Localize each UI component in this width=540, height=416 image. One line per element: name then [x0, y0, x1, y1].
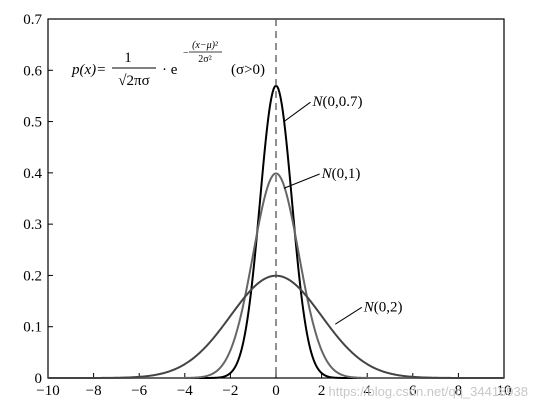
curve-label-leader: [283, 173, 320, 189]
y-tick-label: 0.7: [23, 12, 42, 28]
curve-label: N(0,0.7): [311, 94, 362, 110]
density-formula: p(x)= 1 √2πσ · e − (x−μ)² 2σ² (σ>0): [71, 40, 265, 89]
watermark: https://blog.csdn.net/qq_34418938: [329, 384, 529, 399]
curve-label: N(0,2): [363, 299, 403, 315]
y-tick-label: 0.4: [23, 166, 42, 182]
x-tick-label: 10: [497, 383, 512, 399]
x-tick-label: −8: [86, 383, 102, 399]
formula-exp-denominator: 2σ²: [198, 54, 211, 65]
curve-series-2: [48, 274, 504, 379]
y-tick-label: 0.2: [23, 268, 42, 284]
x-tick-label: −2: [222, 383, 238, 399]
formula-lhs: p(x)=: [71, 62, 106, 78]
curve-label-leader: [283, 101, 311, 122]
x-tick-label: 8: [455, 383, 463, 399]
formula-condition: (σ>0): [231, 62, 265, 78]
y-tick-label: 0.3: [23, 217, 42, 233]
formula-exp-sign: −: [183, 48, 189, 59]
curve-labels: N(0,0.7) N(0,1) N(0,2): [283, 94, 403, 325]
y-tick-label: 0.1: [23, 320, 42, 336]
x-tick-label: 6: [409, 383, 417, 399]
curve-label: N(0,1): [321, 166, 361, 182]
x-tick-label: −6: [131, 383, 147, 399]
axis-ticks: −10 −8 −6 −4 −2 0 2 4 6 8 10 0 0.1 0.2 0.3 0.4 0.5 0.6 0.7: [23, 12, 511, 399]
x-tick-label: −10: [36, 383, 59, 399]
y-tick-label: 0: [35, 371, 43, 387]
x-tick-label: 2: [318, 383, 326, 399]
formula-exp-numerator: (x−μ)²: [192, 40, 219, 51]
formula-denominator: √2πσ: [118, 73, 149, 89]
y-tick-label: 0.6: [23, 63, 42, 79]
formula-numerator: 1: [124, 50, 132, 66]
curve-label-leader: [335, 306, 363, 325]
formula-exp-base: · e: [162, 62, 178, 78]
y-tick-label: 0.5: [23, 115, 42, 131]
x-tick-label: −4: [177, 383, 193, 399]
x-tick-label: 0: [272, 383, 280, 399]
x-tick-label: 4: [363, 383, 371, 399]
